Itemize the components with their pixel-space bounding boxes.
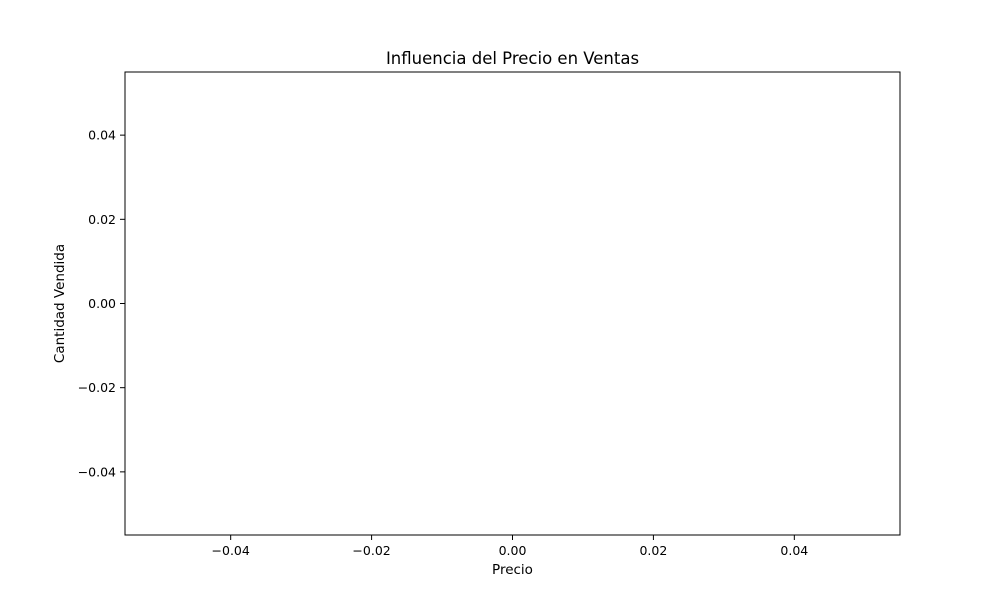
- x-tick-label: −0.04: [212, 543, 250, 558]
- x-tick-label: 0.02: [639, 543, 667, 558]
- y-tick-label: 0.04: [88, 128, 116, 143]
- y-tick-label: −0.04: [78, 464, 116, 479]
- x-tick-label: 0.04: [780, 543, 808, 558]
- chart-title: Influencia del Precio en Ventas: [386, 49, 639, 68]
- y-tick-label: 0.00: [88, 296, 116, 311]
- y-tick-label: 0.02: [88, 212, 116, 227]
- y-axis-label: Cantidad Vendida: [52, 244, 68, 363]
- x-axis-label: Precio: [492, 562, 533, 578]
- x-tick-label: −0.02: [352, 543, 390, 558]
- x-axis-ticks: −0.04 −0.02 0.00 0.02 0.04: [212, 535, 808, 558]
- y-axis-ticks: −0.04 −0.02 0.00 0.02 0.04: [78, 128, 125, 479]
- x-tick-label: 0.00: [499, 543, 527, 558]
- y-tick-label: −0.02: [78, 380, 116, 395]
- plot-frame: [124, 71, 901, 536]
